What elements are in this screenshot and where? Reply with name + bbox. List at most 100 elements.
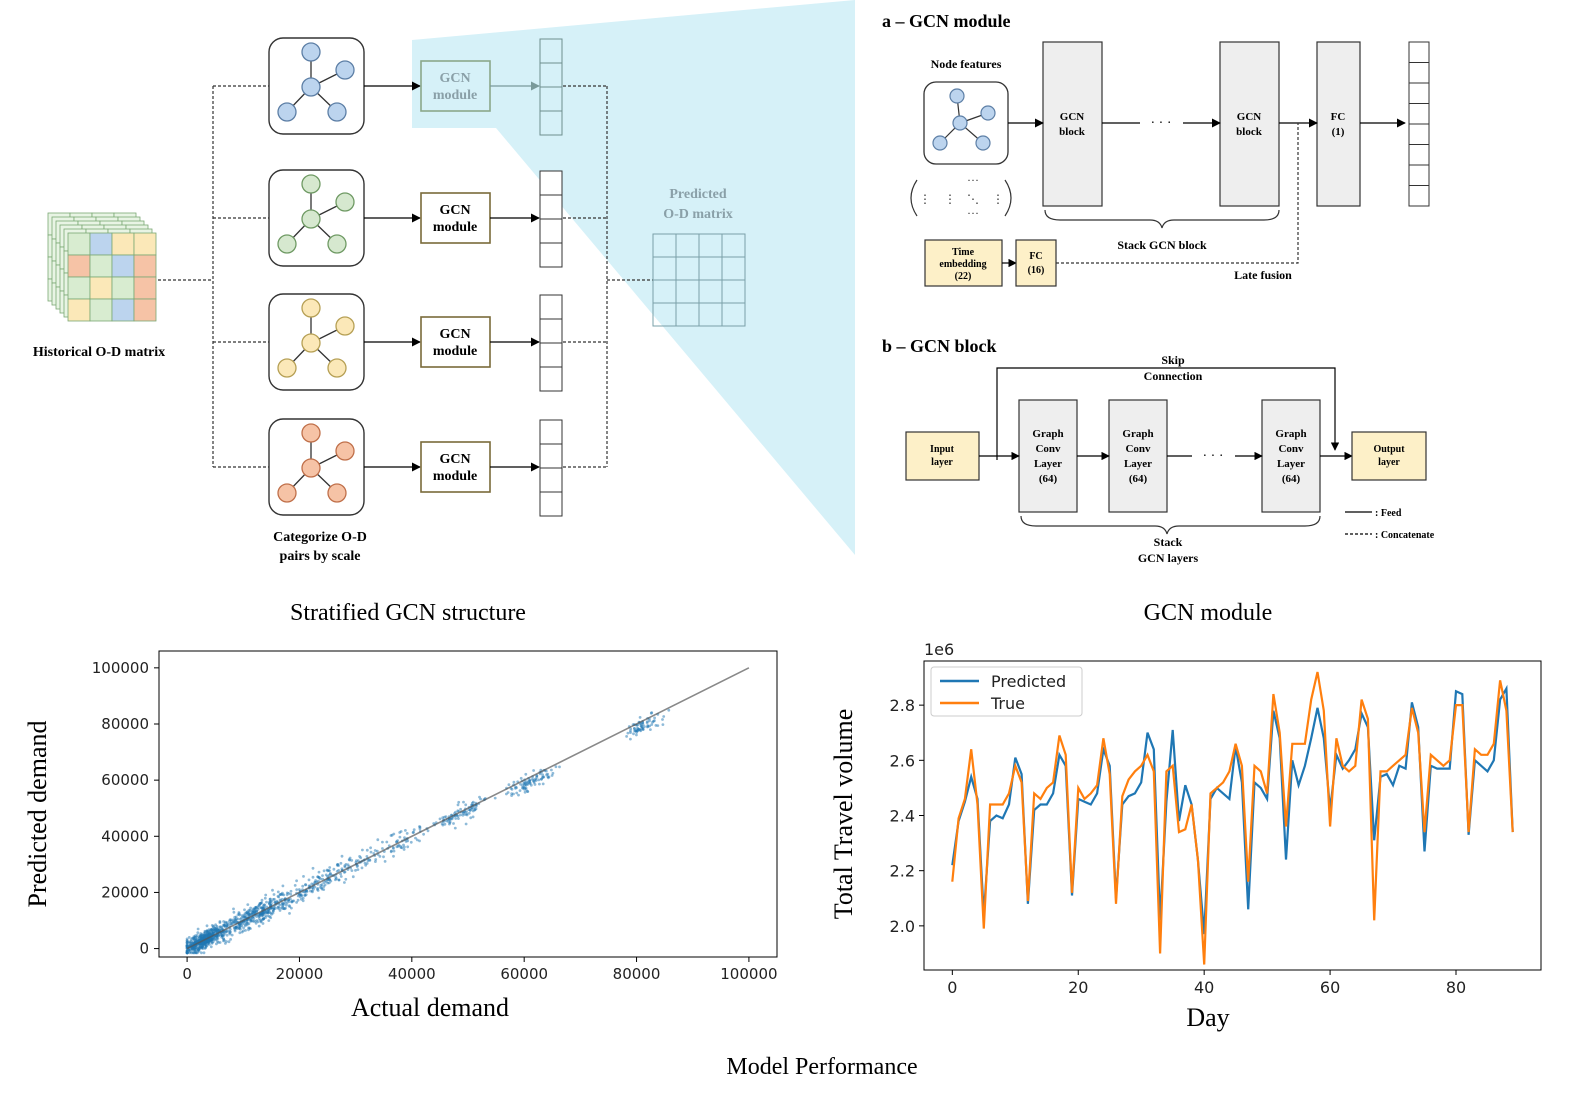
module-a-dots: · · ·	[1151, 116, 1172, 131]
scatter-point	[205, 932, 209, 936]
scatter-point	[545, 773, 548, 777]
scatter-point	[339, 872, 342, 876]
graph-conv-layer-label: (64)	[1039, 473, 1058, 485]
scatter-point	[251, 911, 255, 915]
line-chart: 0 20 40 60 80 2.0 2.2 2.4 2.6 2.8 1e6 Predicted True…	[829, 640, 1542, 1032]
scatter-point	[214, 923, 218, 927]
scatter-point	[328, 866, 332, 869]
scatter-point	[304, 893, 308, 896]
scatter-point	[260, 914, 264, 918]
module-b-title: b – GCN block	[882, 336, 997, 356]
scatter-point	[382, 855, 385, 859]
scatter-point	[240, 914, 244, 917]
y-tick-label: 2.6	[890, 751, 915, 770]
y-tick-label: 2.4	[890, 807, 915, 826]
graph-conv-layer-label: Graph	[1122, 428, 1153, 440]
graph-conv-layer: Graph Conv Layer (64)	[1018, 399, 1078, 513]
scatter-point	[321, 874, 324, 877]
scatter-point	[307, 878, 311, 882]
scatter-point	[667, 708, 671, 712]
scatter-point	[479, 797, 482, 801]
categorize-label-line2: pairs by scale	[280, 549, 361, 564]
zoom-highlight	[412, 0, 855, 555]
scatter-point	[640, 726, 644, 730]
scatter-point	[369, 850, 373, 854]
scatter-point	[521, 786, 525, 790]
scatter-point	[526, 789, 529, 793]
scatter-point	[320, 883, 324, 887]
output-vector-cell	[539, 170, 563, 196]
scatter-point	[278, 903, 282, 907]
graph-node	[335, 60, 355, 80]
scatter-point	[661, 718, 664, 721]
od-matrix-layer	[67, 232, 157, 322]
scatter-point	[254, 906, 257, 909]
time-embedding-line2: embedding	[939, 259, 986, 270]
od-matrix-cell	[67, 276, 91, 300]
scatter-point	[244, 929, 247, 932]
od-matrix-cell	[111, 298, 135, 322]
graph-conv-layer-label: (64)	[1282, 473, 1301, 485]
graph-conv-layer-label: Conv	[1278, 443, 1304, 455]
scatter-point	[260, 901, 264, 905]
scatter-point	[464, 822, 468, 826]
graph-node	[301, 298, 321, 318]
scatter-point	[336, 863, 339, 866]
scatter-point	[273, 901, 277, 904]
scatter-point	[202, 951, 206, 955]
skip-label-line2: Connection	[1144, 369, 1203, 383]
scatter-point	[193, 947, 197, 950]
graph-conv-layers: GraphConvLayer(64)GraphConvLayer(64)Grap…	[1018, 399, 1321, 513]
od-matrix-cell	[89, 298, 113, 322]
y-tick-label: 40000	[101, 827, 149, 845]
output-cell	[1408, 103, 1430, 125]
scatter-point	[354, 869, 357, 872]
scatter-point	[526, 782, 530, 786]
scatter-point	[257, 924, 261, 928]
scatter-point	[191, 951, 195, 955]
scatter-point	[402, 848, 406, 851]
scatter-point	[551, 771, 555, 775]
scatter-point	[311, 890, 314, 894]
scatter-point	[202, 931, 206, 935]
scatter-point	[326, 881, 330, 885]
scatter-point	[467, 811, 471, 815]
scatter-point	[493, 796, 497, 800]
skip-label-line1: Skip	[1161, 353, 1185, 367]
scatter-point	[316, 875, 320, 879]
reference-line	[186, 667, 750, 950]
y-scale-label: 1e6	[924, 640, 954, 659]
stack-layers-line2: GCN layers	[1138, 551, 1199, 565]
predicted-od-cell	[721, 302, 746, 327]
od-matrix-cell	[89, 232, 113, 256]
output-vector-cell	[539, 38, 563, 64]
scatter-point	[302, 875, 305, 878]
output-vector-cell	[539, 218, 563, 244]
scatter-point	[459, 813, 462, 817]
input-layer-line2: layer	[931, 457, 953, 468]
graph-conv-layer-label: Graph	[1275, 428, 1306, 440]
scatter-point	[328, 878, 332, 881]
od-matrix-cell	[67, 232, 91, 256]
od-matrix-cell	[89, 276, 113, 300]
graph-node	[277, 102, 297, 122]
scatter-point	[295, 901, 298, 904]
scatter-point	[633, 726, 636, 730]
output-layer-line2: layer	[1378, 457, 1400, 468]
gcn-module-label-line2: module	[433, 88, 477, 103]
module-b-dots: · · ·	[1203, 449, 1224, 464]
scatter-point	[360, 866, 364, 870]
scatter-point	[226, 929, 230, 932]
scatter-point	[398, 835, 402, 839]
input-layer-line1: Input	[930, 444, 955, 455]
scatter-point	[629, 737, 632, 741]
scatter-point	[389, 834, 393, 837]
scatter-point	[229, 938, 233, 941]
predicted-od-grid	[652, 233, 746, 327]
scatter-point	[521, 784, 524, 788]
scatter-point	[350, 859, 354, 862]
scatter-point	[510, 792, 514, 795]
gcn-block-2-label-line2: block	[1236, 126, 1263, 138]
graph-conv-layer-label: (64)	[1129, 473, 1148, 485]
